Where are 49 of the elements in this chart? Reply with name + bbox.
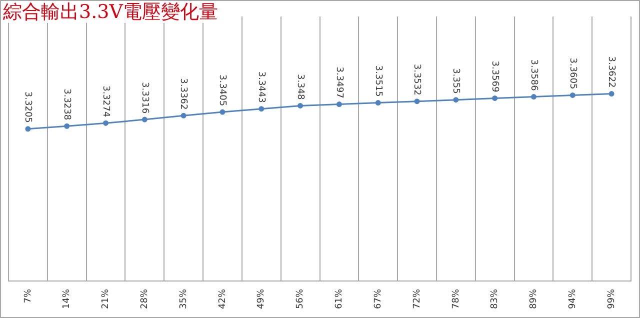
x-tick-label: 67% (373, 288, 384, 310)
point (25, 126, 31, 132)
point (220, 109, 226, 115)
point (570, 92, 576, 98)
point (414, 98, 420, 104)
x-tick-label: 61% (334, 288, 345, 310)
data-label: 3.355 (450, 68, 461, 94)
x-tick-label: 14% (62, 288, 72, 310)
x-tick-label: 56% (296, 288, 306, 310)
x-tick-label: 94% (568, 288, 578, 310)
x-tick-label: 83% (490, 288, 500, 310)
point (64, 123, 70, 129)
data-label: 3.3605 (567, 58, 578, 90)
x-tick-label: 78% (451, 288, 462, 310)
x-tick-label: 42% (218, 288, 228, 310)
x-tick-label: 28% (140, 288, 150, 310)
x-tick-label: 49% (256, 288, 267, 310)
data-label: 3.3586 (528, 59, 538, 92)
data-label: 3.3274 (100, 86, 110, 118)
data-label: 3.3532 (412, 64, 422, 96)
x-tick-label: 21% (101, 288, 112, 310)
point (453, 97, 459, 103)
point (530, 94, 536, 100)
data-label: 3.3362 (178, 78, 188, 110)
point (336, 102, 342, 108)
x-tick-label: 89% (529, 288, 540, 310)
x-tick-label: 35% (178, 288, 189, 310)
point (608, 91, 614, 97)
data-label: 3.3515 (372, 65, 383, 97)
data-label: 3.348 (294, 74, 305, 100)
x-tick-label: 99% (606, 288, 617, 310)
data-label: 3.3205 (22, 91, 33, 123)
point (180, 112, 186, 118)
data-label: 3.3622 (606, 56, 616, 88)
point (298, 102, 304, 108)
chart-title: 綜合輸出3.3V電壓變化量 (3, 1, 218, 23)
point (142, 116, 148, 122)
x-tick-label: 72% (412, 288, 422, 310)
data-label: 3.3405 (217, 74, 228, 106)
x-tick-label: 7% (23, 288, 34, 304)
data-label: 3.3443 (256, 71, 266, 103)
point (492, 95, 498, 101)
point (258, 106, 264, 112)
data-label: 3.3238 (62, 88, 72, 120)
data-label: 3.3569 (489, 60, 500, 93)
point (375, 100, 381, 106)
data-label: 3.3316 (139, 82, 150, 114)
point (103, 120, 109, 126)
data-label: 3.3497 (334, 66, 344, 98)
